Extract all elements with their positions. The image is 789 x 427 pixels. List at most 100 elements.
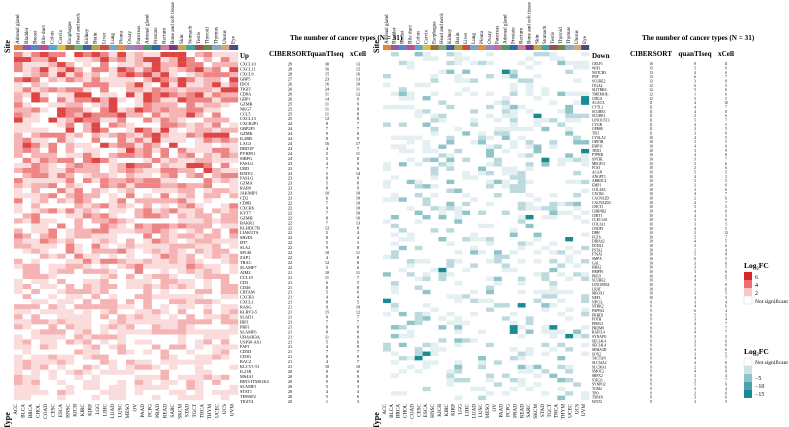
heatmap-cell	[493, 104, 502, 110]
heatmap-cell	[31, 203, 40, 209]
heatmap-cell	[57, 349, 66, 355]
heatmap-cell	[581, 82, 590, 88]
heatmap-cell	[126, 67, 135, 73]
heatmap-cell	[565, 175, 574, 180]
heatmap-cell	[383, 166, 392, 172]
heatmap-cell	[169, 67, 178, 73]
heatmap-cell	[541, 56, 550, 61]
heatmap-cell	[117, 228, 127, 234]
heatmap-cell	[565, 386, 574, 392]
heatmap-cell	[470, 126, 479, 132]
gene-label: COL2A1	[592, 222, 606, 226]
heatmap-cell	[565, 113, 574, 119]
heatmap-cell	[160, 178, 170, 184]
site-color-cell	[108, 45, 118, 50]
heatmap-cell	[565, 382, 574, 387]
heatmap-cell	[220, 137, 230, 143]
heatmap-cell	[430, 100, 439, 106]
heatmap-cell	[517, 140, 526, 145]
heatmap-cell	[203, 294, 213, 300]
heatmap-cell	[117, 132, 127, 138]
heatmap-cell	[117, 304, 127, 310]
heatmap-cell	[212, 203, 221, 209]
heatmap-cell	[117, 152, 127, 159]
heatmap-cell	[509, 170, 518, 176]
heatmap-cell	[573, 153, 582, 158]
table-cell-value: 10	[356, 196, 360, 201]
heatmap-cell	[438, 254, 447, 260]
heatmap-cell	[509, 60, 518, 66]
heatmap-cell	[493, 223, 502, 229]
heatmap-cell	[383, 219, 392, 224]
heatmap-cell	[134, 97, 144, 103]
heatmap-cell	[486, 395, 495, 401]
heatmap-cell	[462, 69, 471, 75]
heatmap-cell	[82, 349, 92, 355]
heatmap-cell	[74, 354, 84, 360]
heatmap-cell	[177, 309, 187, 315]
heatmap-cell	[509, 148, 518, 154]
heatmap-cell	[517, 109, 526, 114]
heatmap-cell	[212, 278, 221, 285]
heatmap-cell	[143, 142, 152, 148]
heatmap-cell	[143, 183, 152, 189]
heatmap-cell	[454, 254, 463, 260]
heatmap-cell	[65, 284, 75, 290]
heatmap-cell	[557, 250, 566, 255]
heatmap-cell	[383, 100, 392, 106]
heatmap-cell	[229, 162, 239, 169]
table-cell-value: 6	[725, 339, 727, 343]
heatmap-cell	[565, 338, 574, 343]
table-cell-value: 8	[357, 324, 359, 329]
heatmap-cell	[581, 329, 590, 335]
heatmap-cell	[470, 91, 479, 97]
heatmap-cell	[406, 131, 415, 136]
heatmap-cell	[108, 369, 118, 375]
heatmap-cell	[398, 316, 407, 321]
table-cell-value: 10	[649, 205, 653, 209]
heatmap-cell	[509, 91, 518, 97]
gene-label: GAL	[592, 261, 599, 265]
heatmap-cell	[390, 294, 399, 299]
heatmap-cell	[14, 238, 23, 244]
heatmap-cell	[438, 320, 447, 326]
heatmap-cell	[422, 122, 431, 128]
heatmap-cell	[446, 386, 455, 392]
heatmap-cell	[414, 311, 423, 317]
type-label: PRAD	[512, 404, 518, 418]
table-cell-value: 11	[649, 101, 653, 105]
heatmap-cell	[229, 263, 239, 270]
heatmap-cell	[383, 391, 392, 396]
heatmap-cell	[581, 179, 590, 185]
site-color-cell	[134, 45, 144, 50]
heatmap-cell	[525, 272, 534, 277]
heatmap-cell	[82, 52, 92, 58]
heatmap-cell	[533, 52, 542, 57]
heatmap-cell	[160, 354, 170, 360]
heatmap-cell	[557, 56, 566, 61]
site-color-cell	[557, 45, 566, 50]
heatmap-cell	[100, 349, 109, 355]
heatmap-cell	[383, 369, 392, 374]
heatmap-cell	[422, 175, 431, 180]
heatmap-cell	[414, 241, 423, 246]
heatmap-cell	[151, 248, 161, 254]
heatmap-cell	[406, 100, 415, 106]
heatmap-cell	[186, 157, 196, 164]
table-cell-value: 5	[725, 240, 727, 244]
heatmap-cell	[82, 284, 92, 290]
heatmap-cell	[486, 184, 495, 189]
table-cell-value: 4	[694, 274, 696, 278]
heatmap-cell	[549, 175, 558, 180]
heatmap-cell	[91, 268, 101, 275]
heatmap-cell	[169, 57, 178, 63]
site-color-cell	[501, 45, 510, 50]
type-label: COAD	[43, 404, 49, 419]
heatmap-cell	[525, 347, 534, 352]
heatmap-cell	[430, 197, 439, 202]
heatmap-cell	[143, 339, 152, 345]
heatmap-cell	[406, 377, 415, 383]
heatmap-cell	[565, 69, 574, 75]
heatmap-cell	[541, 69, 550, 75]
heatmap-cell	[22, 87, 32, 93]
